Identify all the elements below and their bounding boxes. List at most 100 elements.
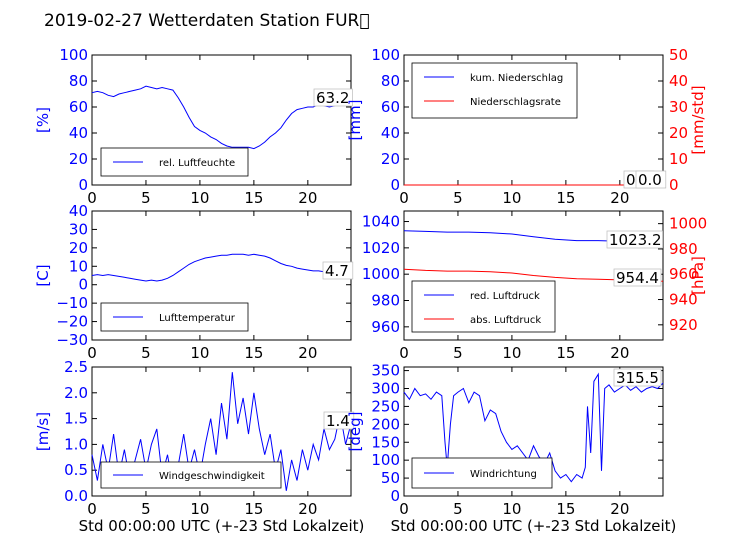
- y2-tick-label: 960: [669, 265, 698, 283]
- x-tick-label: 0: [87, 500, 97, 518]
- x-tick-label: 5: [453, 500, 463, 518]
- y-tick-label: 2.5: [64, 358, 88, 376]
- x-tick-label: 0: [399, 500, 409, 518]
- y-tick-label: 80: [69, 72, 88, 90]
- x-tick-label: 0: [87, 344, 97, 362]
- y-axis-label: [deg]: [346, 412, 364, 452]
- value-annotation: 63.2: [316, 89, 349, 107]
- panel-wind-speed: 0 5 10 15 20 0.0 0.5 1.0 1.5 2.0 2.5 [m/s] Std 00:00…: [34, 358, 364, 535]
- y-tick-label: 10: [69, 257, 88, 275]
- x-tick-label: 20: [298, 500, 317, 518]
- legend-label: kum. Niederschlag: [470, 73, 563, 84]
- y-tick-label: 0.0: [64, 487, 88, 505]
- value-annotation: 1.4: [326, 412, 350, 430]
- axes-frame: [91, 366, 352, 497]
- value-annotation: 1023.2: [609, 231, 662, 249]
- y-axis-label: [C]: [34, 264, 52, 286]
- x-axis-label: Std 00:00:00 UTC (+-23 Std Lokalzeit): [79, 517, 365, 535]
- legend-label: abs. Luftdruck: [470, 315, 541, 326]
- x-tick-label: 15: [244, 344, 263, 362]
- y-tick-label: 980: [371, 292, 400, 310]
- x-tick-label: 10: [502, 344, 521, 362]
- y-tick-label: 60: [381, 98, 400, 116]
- y-tick-label: 960: [371, 318, 400, 336]
- y-tick-label: 300: [371, 380, 400, 398]
- y-tick-label: −10: [56, 294, 88, 312]
- series-line-0: [91, 372, 352, 491]
- annotation-box: [606, 230, 663, 249]
- x-tick-label: 5: [141, 500, 151, 518]
- x-tick-label: 10: [190, 500, 209, 518]
- legend-box: [411, 280, 556, 333]
- y-tick-label: 30: [69, 220, 88, 238]
- legend-label: Lufttemperatur: [159, 313, 236, 324]
- annotation-box: [613, 368, 662, 387]
- y-tick-label: 1.0: [64, 435, 88, 453]
- y-tick-label: −30: [56, 331, 88, 349]
- y-tick-label: 1000: [362, 265, 400, 283]
- series-line-0: [91, 85, 352, 150]
- y-tick-label: 50: [381, 469, 400, 487]
- x-tick-label: 15: [556, 500, 575, 518]
- y-tick-label: 0: [78, 276, 88, 294]
- x-tick-label: 20: [610, 344, 629, 362]
- x-tick-label: 10: [502, 189, 521, 207]
- y-tick-label: 350: [371, 362, 400, 380]
- x-tick-label: 20: [298, 189, 317, 207]
- y-tick-label: 20: [69, 239, 88, 257]
- y-tick-label: 200: [371, 415, 400, 433]
- y-tick-label: −20: [56, 313, 88, 331]
- y-tick-label: 1020: [362, 239, 400, 257]
- y2-tick-label: 10: [669, 150, 688, 168]
- y-tick-label: 0: [390, 176, 400, 194]
- annotation-box: [313, 88, 353, 107]
- annotation-box: [322, 261, 354, 280]
- annotation-box: [613, 268, 662, 287]
- y2-tick-label: 980: [669, 240, 698, 258]
- figure-title: 2019-02-27 Wetterdaten Station FUR : [44, 11, 370, 31]
- y-tick-label: 250: [371, 397, 400, 415]
- y-tick-label: 20: [69, 150, 88, 168]
- legend-label: Niederschlagsrate: [470, 97, 561, 108]
- y-tick-label: 80: [381, 72, 400, 90]
- x-tick-label: 15: [244, 500, 263, 518]
- value-annotation: 315.5: [616, 369, 659, 387]
- y-tick-label: 40: [69, 202, 88, 220]
- x-tick-label: 20: [610, 189, 629, 207]
- y2-tick-label: 30: [669, 98, 688, 116]
- value-annotation: 0.0: [638, 171, 662, 189]
- x-tick-label: 5: [141, 189, 151, 207]
- y-tick-label: 1.5: [64, 410, 88, 428]
- y-tick-label: 40: [381, 124, 400, 142]
- axes-frame: [403, 366, 664, 497]
- x-tick-label: 5: [453, 344, 463, 362]
- y-tick-label: 100: [371, 451, 400, 469]
- y2-axis-label: [hPa]: [689, 256, 707, 295]
- x-tick-label: 15: [556, 344, 575, 362]
- y2-tick-label: 20: [669, 124, 688, 142]
- y2-tick-label: 0: [669, 176, 679, 194]
- legend-label: Windrichtung: [470, 469, 537, 480]
- y2-tick-label: 1000: [669, 215, 707, 233]
- y-tick-label: 60: [69, 98, 88, 116]
- x-tick-label: 20: [298, 344, 317, 362]
- legend-box: [100, 461, 282, 489]
- y-tick-label: 2.0: [64, 384, 88, 402]
- x-tick-label: 0: [399, 344, 409, 362]
- axes-frame: [403, 210, 664, 341]
- panel-temperature: 0 5 10 15 20−30−20−10010203040[C]Lufttempera…: [34, 202, 354, 362]
- legend-box: [411, 62, 578, 119]
- annotation-box: [635, 170, 667, 189]
- y2-tick-label: 940: [669, 291, 698, 309]
- legend-label: rel. Luftfeuchte: [159, 158, 235, 169]
- x-tick-label: 10: [502, 500, 521, 518]
- y-tick-label: 0.5: [64, 461, 88, 479]
- y-axis-label: [mm]: [346, 100, 364, 141]
- panel-precipitation: 0 5 10 15 20 0 20 40 60 80 100 0 10 20 30 40 50 [mm] [mm/s…: [346, 46, 707, 207]
- y-tick-label: 0: [390, 487, 400, 505]
- annotation-box: [323, 411, 355, 430]
- y2-axis-label: [mm/std]: [689, 85, 707, 154]
